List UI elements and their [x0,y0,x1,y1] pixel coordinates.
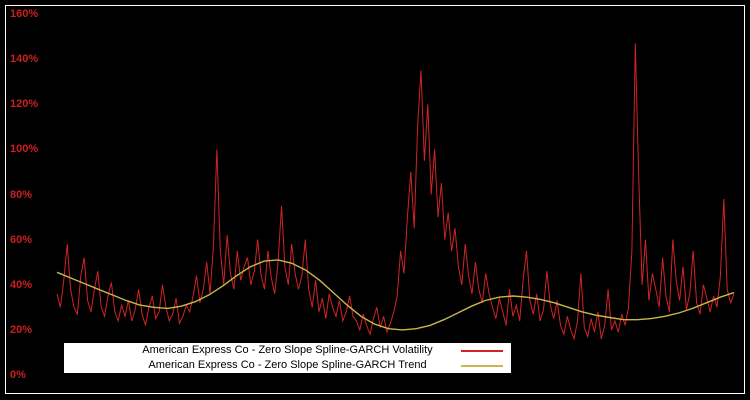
y-axis-tick-label: 140% [10,53,39,66]
volatility-line [56,43,735,341]
legend-label-trend: American Express Co - Zero Slope Spline-… [148,359,427,371]
y-axis-tick-label: 120% [10,98,39,111]
y-axis-tick-label: 20% [10,323,33,336]
chart-outer-border [5,5,745,394]
y-axis-tick-label: 100% [10,143,39,156]
trend-line-swatch [461,364,503,367]
y-axis-tick-label: 80% [10,188,33,201]
y-axis-tick-label: 160% [10,8,39,20]
legend-item-trend: American Express Co - Zero Slope Spline-… [64,358,511,373]
y-axis-tick-label: 0% [10,369,26,381]
legend-label-volatility: American Express Co - Zero Slope Spline-… [142,344,433,356]
legend-item-volatility: American Express Co - Zero Slope Spline-… [64,343,511,358]
volatility-line-swatch [461,349,503,352]
y-axis-tick-label: 40% [10,278,33,291]
legend: American Express Co - Zero Slope Spline-… [64,343,511,373]
y-axis-tick-label: 60% [10,233,33,246]
trend-line [56,259,735,331]
